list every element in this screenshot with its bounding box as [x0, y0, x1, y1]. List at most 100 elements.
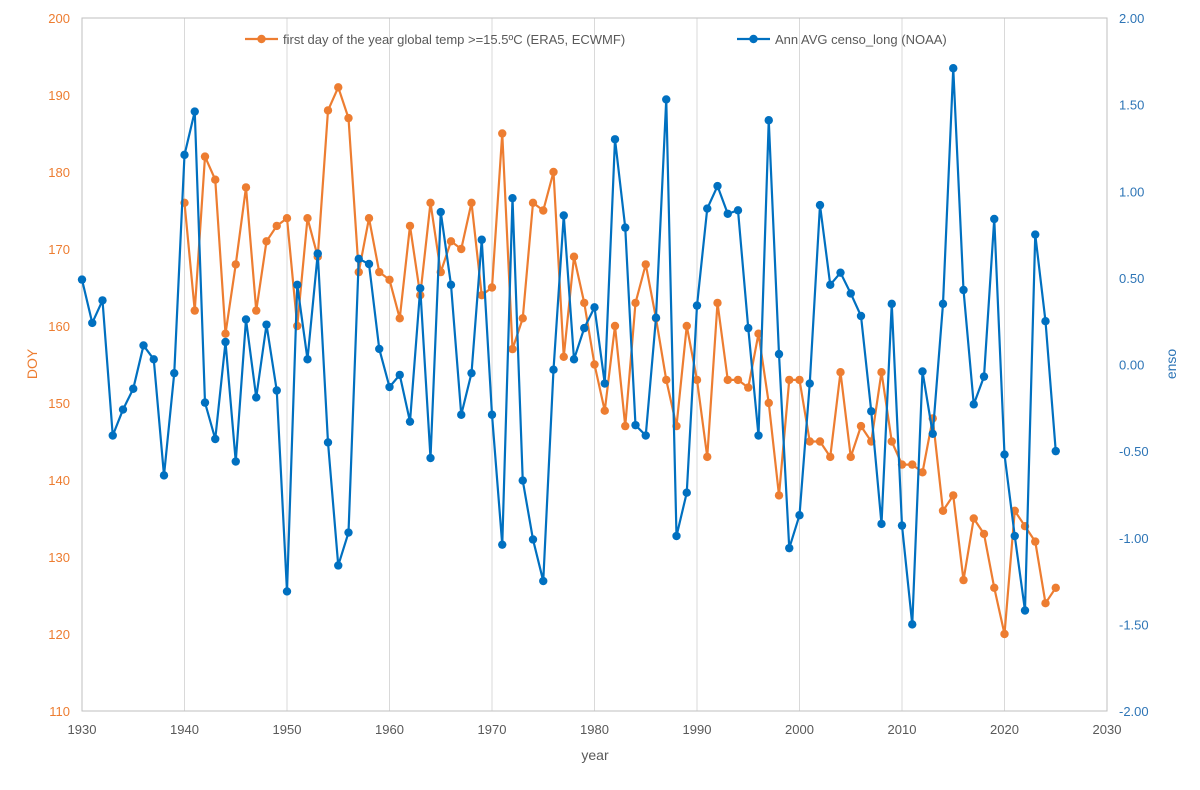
data-point [887, 299, 896, 309]
data-point [467, 368, 476, 378]
data-point [692, 301, 702, 310]
data-point [395, 370, 404, 380]
y-right-tick-label: 1.00 [1119, 184, 1144, 199]
plot-border [81, 17, 1108, 712]
x-tick-label: 1930 [68, 722, 97, 737]
data-point [938, 506, 948, 515]
data-point [692, 375, 702, 385]
y-axis-left-label: DOY [24, 348, 40, 379]
legend-label-enso: Ann AVG censo_long (NOAA) [775, 32, 947, 47]
data-point [949, 64, 958, 73]
data-point [774, 349, 784, 359]
data-point [826, 280, 835, 290]
data-point [334, 561, 343, 570]
data-point [918, 367, 927, 376]
data-point [979, 529, 989, 539]
y-right-tick-label: -2.00 [1119, 704, 1149, 719]
data-point [498, 129, 507, 138]
data-point [252, 306, 261, 315]
data-point [159, 471, 169, 480]
y-right-tick-label: 2.00 [1119, 11, 1144, 26]
data-point [569, 252, 579, 261]
data-point [672, 531, 681, 541]
data-point [405, 417, 415, 426]
data-point [211, 175, 220, 184]
data-point [815, 200, 825, 210]
data-point [682, 488, 691, 497]
data-point [200, 152, 210, 161]
y-right-tick-label: 0.00 [1119, 358, 1144, 373]
series-1 [77, 64, 1060, 629]
data-point [1041, 599, 1050, 608]
y-left-tick-label: 110 [49, 704, 70, 719]
data-point [477, 235, 486, 244]
data-point [610, 135, 620, 144]
x-tick-label: 1960 [375, 722, 404, 737]
data-point [508, 193, 517, 203]
data-point [539, 206, 548, 215]
data-point [457, 410, 466, 419]
data-point [1000, 450, 1009, 459]
data-point [385, 382, 394, 392]
data-point [836, 268, 845, 277]
data-point [897, 521, 907, 530]
data-point [733, 375, 743, 385]
data-point [88, 318, 97, 328]
data-point [928, 429, 937, 438]
data-point [241, 183, 251, 192]
data-point [908, 460, 917, 469]
x-tick-label: 2000 [785, 722, 814, 737]
data-point [744, 323, 753, 333]
data-point [323, 438, 333, 447]
data-point [405, 221, 415, 231]
data-point [600, 379, 609, 388]
data-point [139, 341, 148, 350]
data-point [508, 344, 517, 354]
data-point [764, 116, 773, 125]
data-point [826, 452, 835, 462]
data-point [795, 375, 804, 385]
data-point [170, 368, 179, 378]
data-point [129, 384, 138, 393]
data-point [846, 289, 855, 298]
x-tick-label: 1970 [478, 722, 507, 737]
data-point [938, 299, 948, 309]
x-tick-label: 2020 [990, 722, 1019, 737]
data-point [436, 207, 445, 217]
data-point [836, 368, 845, 377]
data-point [703, 204, 712, 213]
data-point [375, 344, 384, 354]
data-point [949, 491, 958, 500]
x-tick-label: 1940 [170, 722, 199, 737]
data-point [846, 452, 855, 462]
y-right-tick-label: -1.50 [1119, 617, 1149, 632]
data-point [77, 275, 87, 284]
data-point [887, 437, 896, 446]
y-left-tick-label: 140 [48, 473, 70, 488]
data-point [1020, 606, 1030, 615]
data-point [416, 284, 425, 293]
data-point [364, 214, 374, 223]
data-point [959, 575, 968, 585]
data-point [744, 383, 753, 392]
data-point [395, 314, 404, 323]
data-point [990, 214, 999, 224]
y-left-tick-label: 160 [48, 319, 70, 334]
data-point [580, 323, 589, 333]
y-left-tick-label: 170 [48, 242, 70, 257]
legend-label-doy: first day of the year global temp >=15.5… [283, 32, 625, 47]
series [77, 64, 1060, 639]
data-point [262, 237, 271, 246]
data-point [1041, 316, 1050, 326]
data-point [754, 329, 763, 338]
y-left-tick-label: 200 [48, 11, 70, 26]
data-point [200, 398, 210, 407]
data-point [682, 321, 691, 331]
y-right-tick-label: -0.50 [1119, 444, 1149, 459]
data-point [559, 211, 568, 220]
series-0 [180, 83, 1060, 639]
data-point [190, 107, 199, 116]
data-point [590, 303, 599, 312]
y-left-tick-label: 190 [48, 88, 70, 103]
